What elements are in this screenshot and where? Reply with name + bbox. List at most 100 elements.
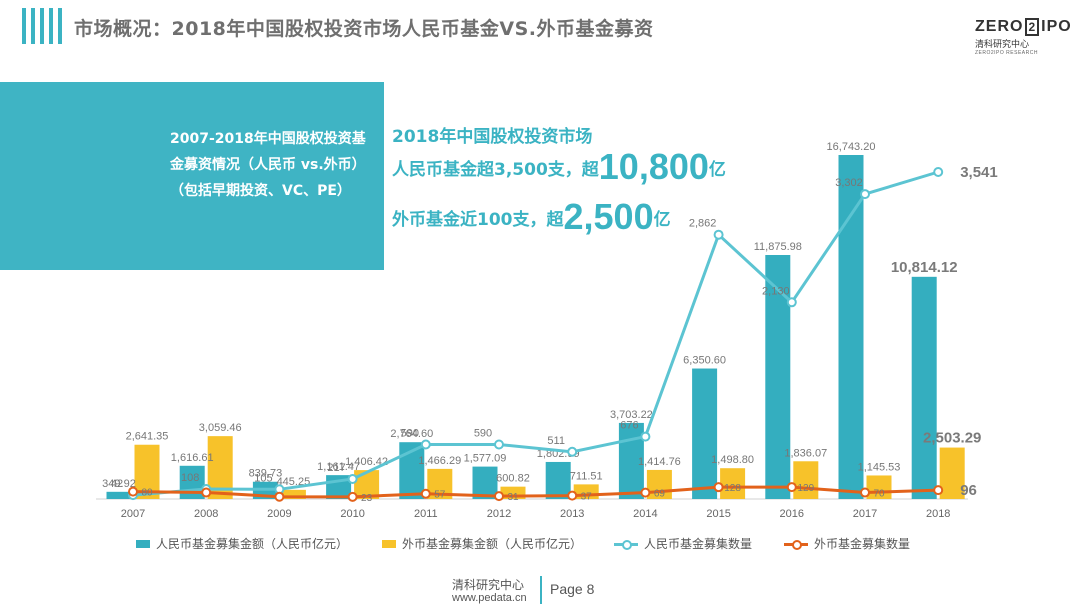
bar-fx-amount: [280, 489, 306, 499]
series-fx-count-point: [201, 487, 212, 498]
data-label-rmb-count: 3,302: [835, 177, 863, 189]
series-rmb-count-point: [494, 439, 504, 450]
data-label-fx-amount: 1,406.42: [345, 456, 388, 468]
page-title: 市场概况：2018年中国股权投资市场人民币基金VS.外币基金募资: [74, 18, 654, 40]
data-label-rmb-count: 217: [327, 462, 345, 474]
data-label-fx-count: 69: [654, 489, 666, 500]
footer-divider: [540, 576, 542, 604]
bar-rmb-amount: [472, 466, 498, 499]
data-label-fx-count: 96: [960, 482, 977, 499]
series-fx-count-point: [933, 485, 944, 496]
x-tick-label: 2007: [121, 508, 145, 520]
x-tick-label: 2015: [706, 508, 730, 520]
data-label-fx-count: 31: [507, 492, 519, 503]
data-label-rmb-amount: 10,814.12: [891, 259, 958, 276]
data-label-fx-amount: 1,836.07: [784, 447, 827, 459]
bar-fx-amount: [646, 469, 672, 499]
bar-rmb-amount: [692, 368, 718, 499]
data-label-rmb-count: 105: [254, 472, 272, 484]
data-label-rmb-amount: 6,350.60: [683, 355, 726, 367]
x-tick-label: 2017: [853, 508, 877, 520]
series-fx-count-point: [713, 482, 724, 493]
footer-org: 清科研究中心: [452, 578, 525, 592]
teal-banner: 2007-2018年中国股权投资基 金募资情况（人民币 vs.外币） （包括早期…: [0, 82, 384, 270]
data-label-rmb-count: 676: [620, 420, 638, 432]
series-fx-count-point: [494, 491, 504, 502]
data-label-fx-count: 37: [581, 492, 593, 503]
data-label-fx-amount: 2,503.29: [923, 430, 981, 447]
series-fx-count-point: [567, 490, 578, 501]
bar-rmb-amount: [106, 491, 132, 499]
bar-fx-amount: [793, 461, 819, 499]
page-number: Page 8: [550, 581, 595, 597]
legend-swatch-fx: [382, 540, 396, 548]
highlight-heading: 2018年中国股权投资市场: [392, 127, 593, 147]
x-tick-label: 2009: [267, 508, 291, 520]
data-label-fx-amount: 711.51: [570, 470, 603, 482]
footer-url: www.pedata.cn: [452, 592, 527, 604]
series-fx-count-point: [786, 482, 797, 493]
data-label-fx-count: 70: [873, 489, 885, 500]
data-label-rmb-amount: 2,764.60: [390, 428, 433, 440]
bar-rmb-amount: [545, 461, 571, 499]
data-label-rmb-count: 108: [181, 472, 199, 484]
series-rmb-count-point: [933, 167, 944, 177]
data-label-rmb-amount: 349.92: [102, 478, 136, 490]
series-fx-count-point: [640, 487, 651, 498]
data-label-fx-count: 128: [724, 483, 741, 494]
bar-rmb-amount: [618, 422, 644, 499]
bar-fx-amount: [939, 447, 965, 499]
bar-rmb-amount: [838, 155, 864, 499]
legend-line-rmb-count: [614, 540, 638, 550]
data-label-rmb-amount: 839.73: [249, 468, 283, 480]
data-label-fx-amount: 1,414.76: [638, 456, 681, 468]
legend-item-fx-amount: 外币基金募集金额（人民币亿元）: [382, 535, 582, 552]
data-label-rmb-count: 590: [474, 428, 492, 440]
highlight-fx: 外币基金近100支，超2,500亿: [392, 196, 671, 237]
series-fx-count-point: [420, 488, 431, 499]
title-accent-bars: [22, 8, 64, 44]
series-rmb-count-point: [420, 439, 431, 450]
x-tick-label: 2013: [560, 508, 584, 520]
series-rmb-count-point: [860, 189, 870, 200]
series-fx-count-point: [274, 491, 285, 502]
bar-fx-amount: [134, 444, 160, 499]
chart-legend: 人民币基金募集金额（人民币亿元） 外币基金募集金额（人民币亿元） 人民币基金募集…: [136, 535, 936, 555]
series-rmb-count-point: [347, 473, 358, 484]
data-label-rmb-amount: 3,703.22: [610, 409, 653, 421]
data-label-rmb-amount: 16,743.20: [827, 141, 876, 153]
data-label-fx-count: 129: [797, 483, 814, 494]
legend-line-fx-count: [784, 540, 808, 550]
x-tick-label: 2014: [633, 508, 657, 520]
banner-description: 2007-2018年中国股权投资基 金募资情况（人民币 vs.外币） （包括早期…: [170, 131, 366, 199]
data-label-fx-amount: 1,466.29: [418, 455, 461, 467]
series-fx-count-point: [860, 487, 870, 498]
data-label-rmb-amount: 1,161.47: [317, 461, 360, 473]
x-tick-label: 2011: [414, 508, 438, 520]
x-tick-label: 2016: [780, 508, 804, 520]
data-label-rmb-count: 42: [111, 478, 123, 490]
series-fx-count-line: [132, 485, 939, 499]
data-label-rmb-amount: 11,875.98: [754, 241, 802, 253]
series-rmb-count-point: [713, 229, 724, 240]
legend-swatch-rmb: [136, 540, 150, 548]
zero2ipo-logo: ZERO 2 IPO 清科研究中心 ZERO2IPO RESEARCH: [975, 18, 1072, 56]
data-label-rmb-count: 2,862: [689, 218, 717, 230]
data-label-rmb-amount: 1,577.09: [464, 453, 507, 465]
data-label-rmb-count: 590: [401, 428, 419, 440]
series-rmb-count-point: [786, 297, 797, 308]
series-fx-count-point: [128, 486, 138, 497]
x-tick-label: 2012: [487, 508, 511, 520]
data-label-fx-amount: 3,059.46: [199, 422, 242, 434]
series-rmb-count-point: [567, 446, 578, 457]
highlight-rmb: 人民币基金超3,500支，超10,800亿: [392, 146, 726, 187]
data-label-rmb-amount: 1,616.61: [171, 452, 214, 464]
series-rmb-count-line: [132, 170, 939, 497]
x-tick-label: 2010: [340, 508, 364, 520]
legend-item-rmb-amount: 人民币基金募集金额（人民币亿元）: [136, 535, 348, 552]
data-label-rmb-count: 2,130: [762, 285, 790, 297]
data-label-fx-count: 80: [141, 488, 153, 499]
data-label-rmb-count: 511: [547, 435, 565, 447]
series-fx-count-point: [347, 491, 358, 502]
